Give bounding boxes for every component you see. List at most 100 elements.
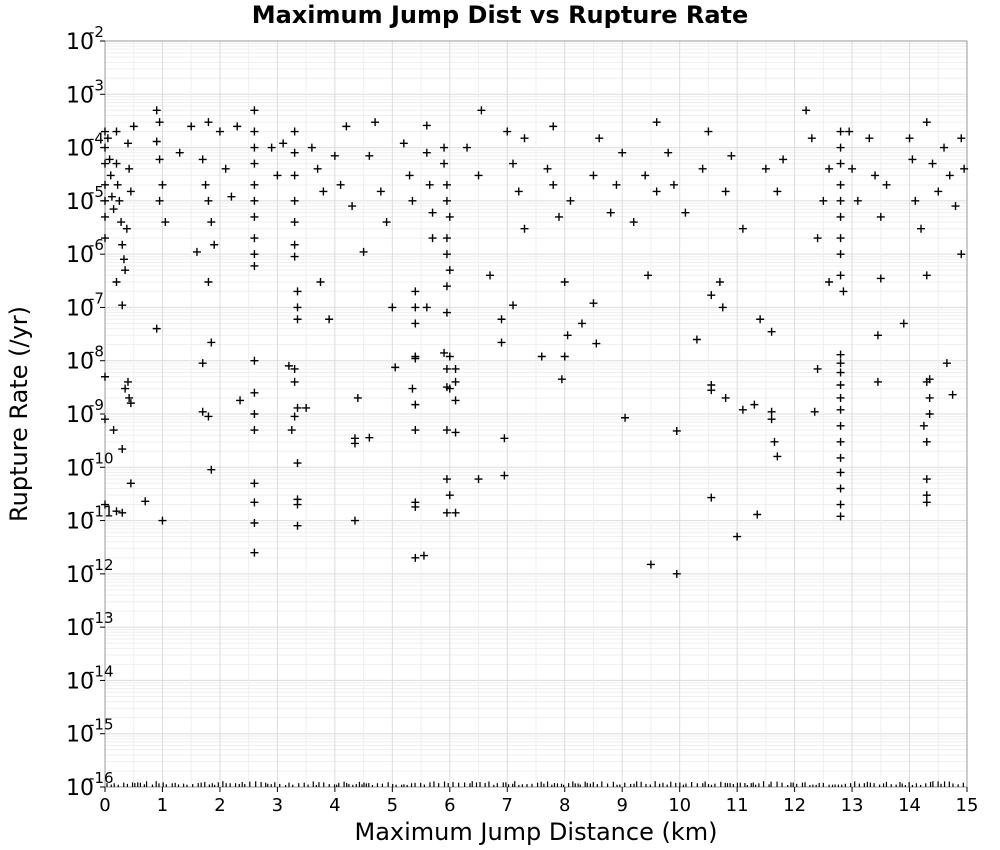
data-point (187, 122, 196, 131)
data-point (105, 155, 114, 164)
data-point (442, 475, 451, 484)
data-point (960, 164, 969, 173)
data-point (876, 274, 885, 283)
data-point (101, 415, 109, 424)
data-point (652, 187, 661, 196)
data-point (733, 532, 742, 541)
data-point (451, 428, 460, 437)
data-point (715, 278, 724, 287)
data-point (103, 134, 112, 143)
data-point (109, 426, 118, 435)
data-point (250, 410, 259, 418)
data-point (773, 452, 782, 461)
data-point (284, 361, 293, 370)
data-point (836, 421, 845, 430)
x-tick-label: 3 (272, 795, 283, 816)
data-point (442, 426, 451, 435)
data-point (836, 512, 845, 521)
x-tick-label: 8 (559, 795, 570, 816)
data-point (905, 134, 914, 143)
data-point (350, 516, 359, 525)
data-point (845, 127, 854, 136)
data-point (442, 308, 451, 317)
data-point (940, 143, 949, 152)
data-point (672, 426, 681, 435)
data-point (302, 403, 311, 412)
data-point (810, 407, 819, 416)
data-point (445, 266, 454, 275)
data-point (365, 433, 374, 442)
data-point (411, 502, 420, 511)
y-tick-exponent: -13 (89, 609, 114, 627)
data-point (250, 356, 259, 365)
data-point (560, 352, 569, 361)
data-point (836, 212, 845, 221)
data-point (681, 208, 690, 217)
data-point (925, 375, 934, 384)
data-point (353, 393, 362, 402)
data-point (767, 407, 776, 416)
data-point (411, 426, 420, 435)
data-point (155, 155, 164, 164)
x-tick-label: 14 (898, 795, 921, 816)
data-point (629, 218, 638, 227)
data-point (707, 386, 716, 395)
y-tick-base: 10 (66, 776, 94, 801)
data-point (250, 479, 259, 488)
floor-marks (106, 781, 964, 787)
y-tick-exponent: -3 (89, 76, 104, 94)
data-point (350, 439, 359, 448)
data-point (293, 459, 302, 468)
data-point (408, 384, 417, 393)
data-point (290, 412, 299, 421)
data-point (236, 396, 245, 405)
data-point (336, 180, 345, 189)
y-tick-base: 10 (66, 403, 94, 428)
data-point (126, 399, 135, 408)
data-point (566, 196, 575, 205)
data-point (290, 377, 299, 386)
data-point (293, 315, 302, 324)
data-point (250, 159, 259, 168)
data-point (125, 393, 134, 402)
data-point (273, 171, 282, 180)
data-point (925, 393, 934, 402)
y-tick-base: 10 (66, 243, 94, 268)
data-point (873, 331, 882, 340)
data-point (445, 384, 454, 393)
data-point (836, 196, 845, 205)
data-point (440, 159, 449, 168)
data-point (101, 159, 109, 168)
data-point (359, 247, 368, 256)
data-point (342, 122, 351, 131)
data-point (210, 240, 219, 249)
data-point (118, 240, 127, 249)
data-point (836, 159, 845, 168)
data-point (445, 212, 454, 221)
data-point (451, 396, 460, 405)
data-point (692, 335, 701, 344)
data-point (767, 327, 776, 336)
data-point (922, 475, 931, 484)
data-point (287, 426, 296, 435)
x-tick-label: 7 (502, 795, 513, 816)
data-point (500, 434, 509, 443)
data-point (316, 278, 325, 287)
data-point (119, 255, 128, 264)
data-point (192, 247, 201, 256)
data-point (925, 410, 934, 418)
data-point (563, 331, 572, 340)
data-point (477, 106, 486, 115)
data-point (445, 491, 454, 500)
data-point (207, 218, 216, 227)
data-point (129, 122, 138, 131)
data-point (442, 250, 451, 259)
data-point (474, 475, 483, 484)
data-point (773, 187, 782, 196)
data-point (365, 151, 374, 160)
data-point (727, 151, 736, 160)
data-point (589, 171, 598, 180)
data-point (750, 400, 759, 409)
data-point (922, 118, 931, 127)
